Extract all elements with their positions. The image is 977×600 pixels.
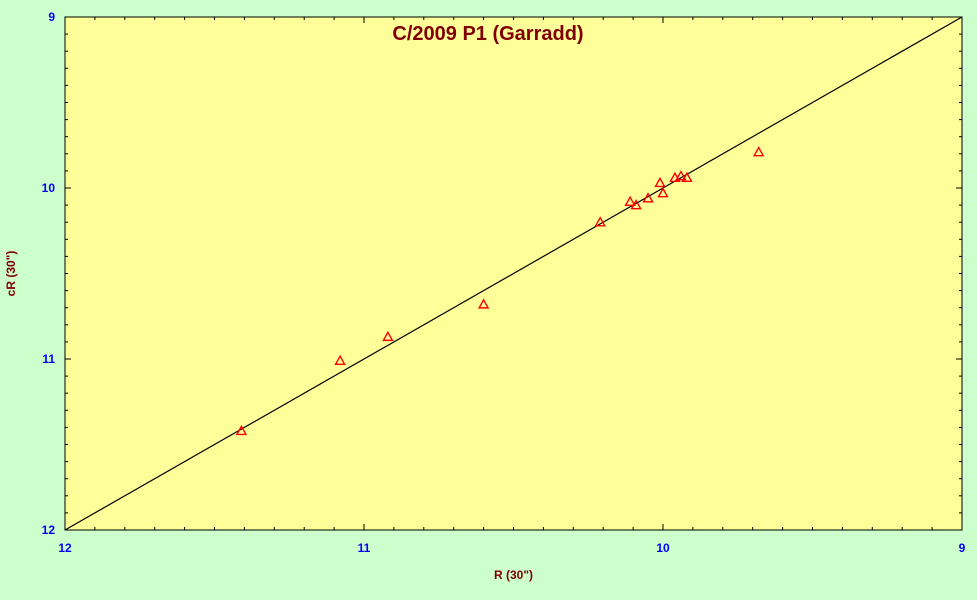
data-point [675,170,687,181]
reference-line [64,16,963,531]
y-tick-label: 11 [42,352,55,366]
data-point [752,146,765,157]
data-points [235,146,765,436]
data-point [681,171,693,183]
data-point [642,192,654,203]
x-tick-label: 9 [959,541,966,555]
data-point [657,187,669,198]
x-tick-label: 10 [656,541,670,555]
y-tick-label: 10 [42,181,56,195]
data-point [654,176,666,188]
x-tick-labels: 12 11 10 9 [58,541,965,555]
data-point [594,216,606,227]
data-point [477,298,490,309]
chart-title: C/2009 P1 (Garradd) [392,23,583,45]
y-tick-labels: 9 10 11 12 [42,10,56,537]
y-axis-title: cR (30") [4,251,18,297]
x-tick-label: 11 [358,541,371,555]
data-point [630,199,642,210]
x-axis-title: R (30") [494,568,533,582]
axis-ticks [64,16,963,531]
data-point [235,424,248,436]
data-point [334,354,346,366]
x-tick-label: 12 [58,541,72,555]
data-point [382,330,394,342]
y-tick-label: 12 [42,523,56,537]
data-point [624,195,636,206]
y-tick-label: 9 [48,10,55,24]
